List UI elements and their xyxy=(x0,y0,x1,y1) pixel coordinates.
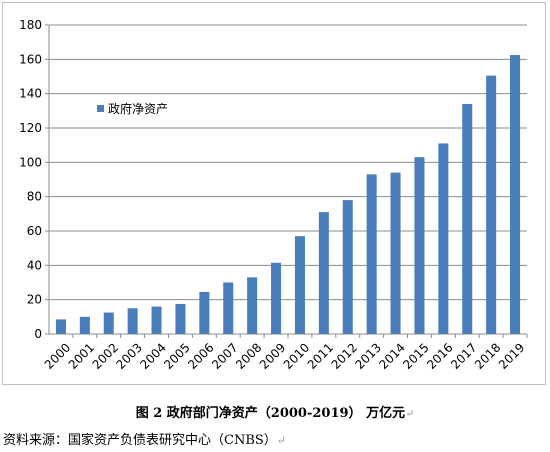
bar xyxy=(438,143,449,334)
legend: 政府净资产 xyxy=(97,101,168,116)
bar xyxy=(342,200,353,334)
bar xyxy=(247,277,258,334)
x-tick-label: 2019 xyxy=(496,340,527,371)
x-tick-label: 2008 xyxy=(233,340,264,371)
y-tick-label: 80 xyxy=(27,190,42,204)
bar xyxy=(151,306,162,334)
x-tick-label: 2004 xyxy=(137,340,168,371)
x-tick-label: 2006 xyxy=(185,340,216,371)
bar xyxy=(199,291,210,334)
bar xyxy=(175,303,186,334)
bar xyxy=(318,212,329,334)
x-tick-label: 2007 xyxy=(209,340,240,371)
bar xyxy=(223,282,234,334)
figure-caption: 图 2 政府部门净资产（2000-2019） 万亿元↵ xyxy=(135,406,415,421)
x-tick-label: 2002 xyxy=(90,340,121,371)
x-tick-labels: 2000200120022003200420052006200720082009… xyxy=(42,340,528,371)
bar xyxy=(462,103,473,334)
legend-swatch xyxy=(97,105,104,112)
x-tick-label: 2001 xyxy=(66,340,97,371)
gridlines xyxy=(49,24,527,301)
x-tick-label: 2003 xyxy=(113,340,144,371)
x-tick-label: 2009 xyxy=(257,340,288,371)
y-tick-label: 40 xyxy=(27,258,42,272)
x-tick-label: 2013 xyxy=(352,340,383,371)
axes xyxy=(45,24,528,338)
y-tick-labels: 0 20 40 60 80 100 120 140 160 180 xyxy=(19,18,42,341)
bar xyxy=(294,236,305,334)
x-tick-label: 2018 xyxy=(472,340,503,371)
x-tick-label: 2005 xyxy=(161,340,192,371)
source-note: 资料来源：国家资产负债表研究中心（CNBS）↵ xyxy=(3,433,286,448)
x-tick-label: 2012 xyxy=(329,340,360,371)
bar xyxy=(55,319,66,334)
x-tick-label: 2011 xyxy=(305,340,336,371)
y-tick-label: 120 xyxy=(19,121,42,135)
bar xyxy=(127,308,138,334)
y-tick-label: 100 xyxy=(19,155,42,169)
bar xyxy=(486,75,497,335)
x-tick-label: 2010 xyxy=(281,340,312,371)
bar xyxy=(366,174,377,334)
bar xyxy=(103,312,114,334)
y-tick-label: 20 xyxy=(27,293,42,307)
bar xyxy=(390,172,401,334)
y-tick-label: 140 xyxy=(19,87,42,101)
x-tick-label: 2016 xyxy=(424,340,455,371)
bar xyxy=(79,316,90,334)
bar xyxy=(510,55,521,335)
y-tick-label: 0 xyxy=(34,327,42,341)
bar xyxy=(414,157,425,334)
x-tick-label: 2000 xyxy=(42,340,73,371)
legend-label: 政府净资产 xyxy=(108,101,168,116)
bars xyxy=(55,55,521,335)
x-tick-label: 2017 xyxy=(448,340,479,371)
y-tick-label: 160 xyxy=(19,52,42,66)
chart-frame: 0 20 40 60 80 100 120 140 160 180 2000 2001 2002 200… xyxy=(2,2,546,385)
x-tick-label: 2014 xyxy=(376,340,407,371)
x-tick-label: 2015 xyxy=(400,340,431,371)
y-tick-label: 60 xyxy=(27,224,42,238)
y-tick-label: 180 xyxy=(19,18,42,32)
bar xyxy=(271,262,282,334)
